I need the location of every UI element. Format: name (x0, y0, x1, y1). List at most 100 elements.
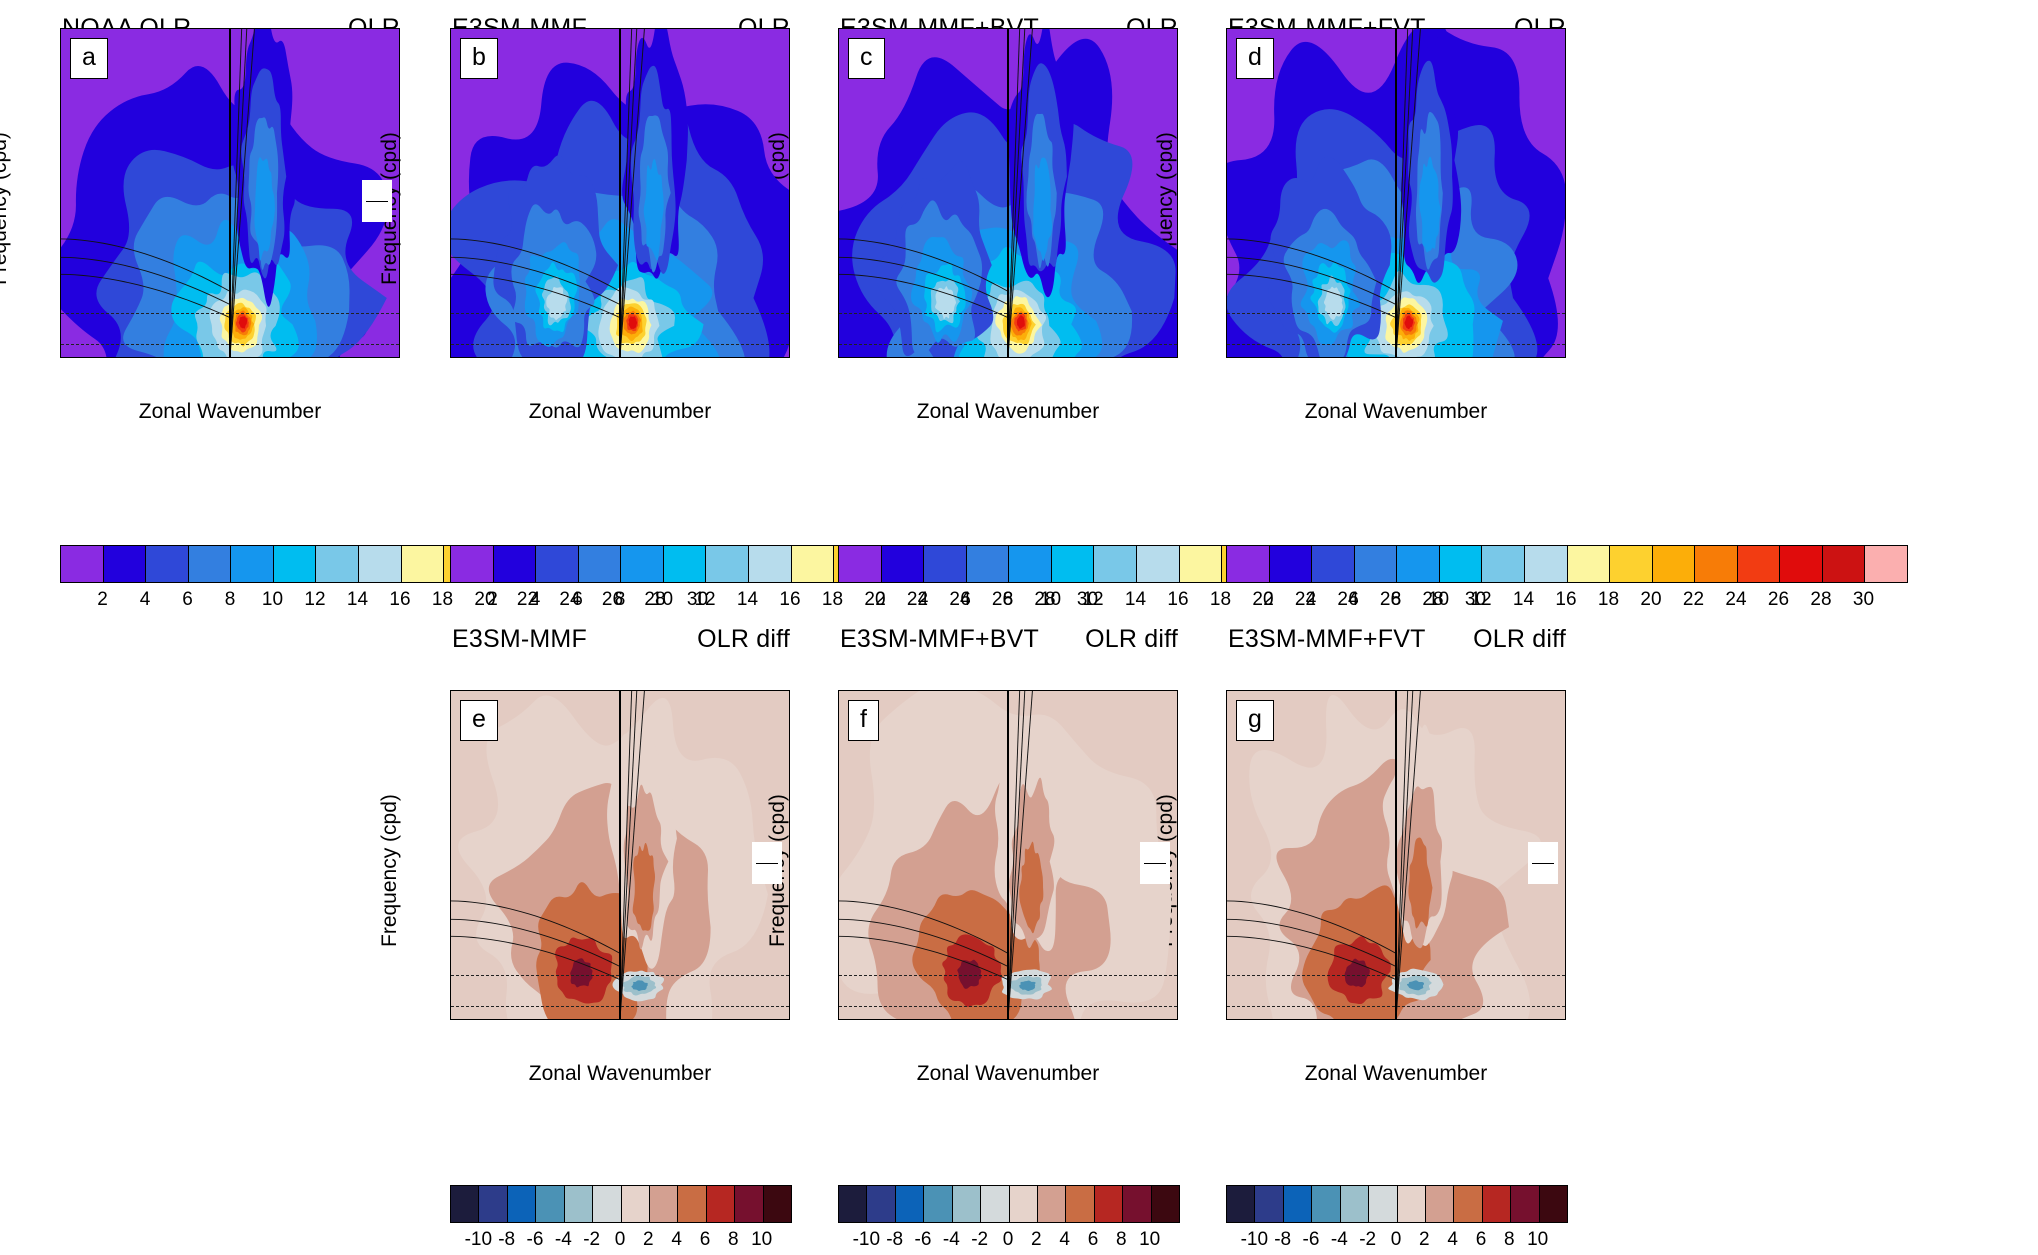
x-tick-mark-b-5 (732, 357, 734, 358)
panel-label-b: b (460, 38, 498, 79)
colorbar-tick-label-power-0-3: 8 (224, 589, 236, 610)
plot-area-g: g0.240.200.160.120.080.040.00-15-10-5051… (1226, 690, 1566, 1020)
x-tick-label-b-3: 0 (615, 357, 626, 358)
x-axis-label-b: Zonal Wavenumber (528, 400, 712, 423)
x-tick-label-g-0: -15 (1226, 1019, 1241, 1020)
colorbar-swatch-power-1-6 (706, 546, 749, 582)
frequency-guide-line-g-1 (1227, 1005, 1565, 1007)
x-tick-label-a-5: 10 (332, 357, 353, 358)
frequency-guide-line-c-1 (839, 343, 1177, 345)
colorbar-tick-label-diff-0-9: 8 (728, 1229, 739, 1250)
colorbar-swatch-diff-2-8 (1454, 1186, 1483, 1222)
colorbar-labels-power-3: 2 4 6 8 10 12 14 16 18 20 22 24 26 28 30 (1226, 589, 1906, 615)
colorbar-tick-label-diff-0-0: -10 (464, 1229, 493, 1250)
colorbar-swatch-diff-2-9 (1482, 1186, 1512, 1222)
frequency-guide-line-e-1 (451, 1005, 789, 1007)
x-axis-label-g: Zonal Wavenumber (1304, 1062, 1488, 1085)
colorbar-tick-label-power-0-13: 28 (644, 589, 666, 610)
colorbar-tick-label-diff-2-9: 8 (1504, 1229, 1515, 1250)
colorbar-tick-label-diff-1-10: 10 (1139, 1229, 1161, 1250)
y-axis-label-a: Frequency (cpd) (0, 132, 11, 285)
colorbar-swatch-diff-0-7 (649, 1186, 679, 1222)
x-tick-label-c-0: -15 (838, 357, 853, 358)
colorbar-swatch-power-2-2 (924, 546, 967, 582)
x-tick-label-b-5: 10 (722, 357, 743, 358)
colorbar-swatch-power-0-6 (316, 546, 359, 582)
x-tick-mark-e-5 (732, 1019, 734, 1020)
colorbar-labels-diff-2: -10 -8 -6 -4 -2 0 2 4 6 8 10 (1226, 1229, 1566, 1255)
x-tick-mark-f-0 (838, 1019, 840, 1020)
colorbar-tick-label-diff-2-6: 2 (1419, 1229, 1430, 1250)
colorbar-tick-label-power-3-5: 12 (1470, 589, 1492, 610)
colorbar-swatch-diff-2-6 (1397, 1186, 1426, 1222)
colorbar-tick-label-diff-2-7: 4 (1447, 1229, 1458, 1250)
colorbar-tick-label-power-1-8: 18 (821, 589, 844, 610)
colorbar-swatch-diff-2-11 (1539, 1186, 1568, 1222)
colorbar-swatch-diff-1-5 (981, 1186, 1010, 1222)
colorbar-tick-label-power-3-8: 18 (1597, 589, 1620, 610)
plot-area-c: c0.240.200.160.120.080.040.00-15-10-5051… (838, 28, 1178, 358)
colorbar-tick-label-power-0-14: 30 (686, 589, 709, 610)
colorbar-swatch-diff-1-7 (1037, 1186, 1067, 1222)
x-tick-mark-b-3 (619, 357, 621, 358)
x-tick-label-f-1: -10 (882, 1019, 909, 1020)
colorbar-swatch-power-3-11 (1695, 546, 1738, 582)
colorbar-swatch-diff-0-0 (451, 1186, 480, 1222)
colorbar-swatch-diff-2-1 (1255, 1186, 1284, 1222)
x-tick-label-c-2: -5 (943, 357, 960, 358)
colorbar-tick-label-power-3-4: 10 (1427, 589, 1450, 610)
panel-label-c: c (848, 38, 885, 79)
colorbar-tick-label-power-2-9: 20 (1252, 589, 1274, 610)
colorbar-swatch-diff-1-0 (839, 1186, 868, 1222)
colorbar-swatch-power-2-7 (1136, 546, 1180, 582)
x-tick-mark-c-1 (895, 357, 897, 358)
colorbar-tick-label-diff-1-7: 4 (1059, 1229, 1070, 1250)
dispersion-curves (839, 29, 1033, 357)
colorbar-tick-label-power-2-13: 28 (1422, 589, 1444, 610)
colorbar-tick-label-diff-2-2: -6 (1302, 1229, 1320, 1250)
colorbar-swatch-power-1-2 (536, 546, 579, 582)
colorbar-swatch-diff-0-5 (593, 1186, 622, 1222)
colorbar-tick-label-power-0-12: 26 (601, 589, 624, 610)
colorbar-swatch-diff-2-10 (1511, 1186, 1540, 1222)
x-tick-label-e-3: 0 (615, 1019, 626, 1020)
x-tick-label-d-1: -10 (1270, 357, 1297, 358)
colorbar-swatch-power-2-3 (966, 546, 1010, 582)
colorbar-tick-label-power-1-0: 2 (487, 589, 498, 610)
x-tick-mark-a-3 (229, 357, 231, 358)
colorbar-swatch-diff-0-3 (536, 1186, 565, 1222)
x-tick-label-b-2: -5 (555, 357, 572, 358)
colorbar-swatch-power-0-0 (61, 546, 104, 582)
x-tick-label-a-1: -10 (104, 357, 131, 358)
legend-swatch-box-e (752, 841, 782, 884)
colorbar-tick-label-power-3-7: 16 (1555, 589, 1577, 610)
plot-area-b: b0.240.200.160.120.080.040.00-15-10-5051… (450, 28, 790, 358)
x-axis-label-c: Zonal Wavenumber (916, 400, 1100, 423)
colorbar-swatch-power-3-12 (1737, 546, 1781, 582)
zero-wavenumber-line-b (619, 29, 621, 357)
x-tick-label-f-3: 0 (1003, 1019, 1014, 1020)
x-tick-label-g-3: 0 (1391, 1019, 1402, 1020)
colorbar-tick-label-diff-0-7: 4 (671, 1229, 682, 1250)
frequency-guide-line-e-0 (451, 975, 789, 977)
dispersion-curves (451, 29, 645, 357)
colorbar-tick-label-power-2-3: 8 (1002, 589, 1014, 610)
x-tick-mark-a-0 (60, 357, 62, 358)
colorbar-tick-label-diff-0-8: 6 (699, 1229, 711, 1250)
colorbar-swatch-power-1-8 (791, 546, 835, 582)
y-axis-label-e: Frequency (cpd) (378, 794, 401, 947)
panel-title-dataset-e: E3SM-MMF (452, 625, 587, 653)
colorbar-labels-power-1: 2 4 6 8 10 12 14 16 18 20 22 24 26 28 30 (450, 589, 1130, 615)
colorbar-swatch-diff-2-2 (1283, 1186, 1313, 1222)
x-tick-mark-c-4 (1064, 357, 1066, 358)
frequency-guide-line-b-1 (451, 343, 789, 345)
x-tick-mark-a-1 (117, 357, 119, 358)
colorbar-tick-label-power-3-13: 28 (1810, 589, 1832, 610)
legend-swatch-box-f (1140, 841, 1170, 884)
legend-swatch-tick (1532, 862, 1554, 865)
colorbar-swatch-power-2-1 (881, 546, 925, 582)
frequency-guide-line-b-0 (451, 313, 789, 315)
x-axis-label-e: Zonal Wavenumber (528, 1062, 712, 1085)
legend-swatch-box-g (1528, 841, 1558, 884)
x-tick-label-d-6: 15 (1554, 357, 1566, 358)
